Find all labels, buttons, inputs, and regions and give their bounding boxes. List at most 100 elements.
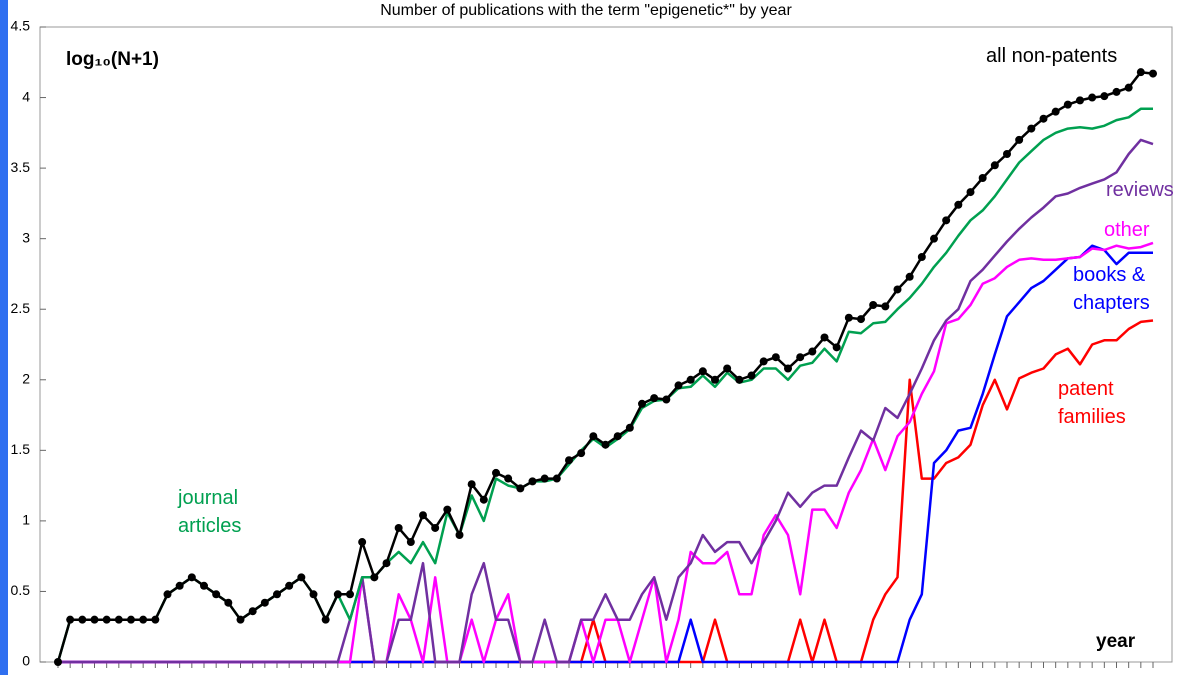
- data-point: [151, 615, 160, 624]
- data-point: [698, 367, 707, 376]
- data-point: [686, 375, 695, 384]
- data-point: [260, 598, 269, 607]
- data-point: [966, 188, 975, 197]
- y-tick-label: 4: [22, 88, 30, 104]
- data-point: [844, 313, 853, 322]
- data-point: [406, 538, 415, 547]
- data-point: [358, 538, 367, 547]
- data-point: [443, 505, 452, 514]
- data-point: [1076, 96, 1084, 105]
- data-point: [321, 615, 330, 624]
- data-point: [954, 200, 963, 209]
- data-point: [723, 364, 732, 373]
- data-point: [102, 615, 111, 624]
- data-point: [735, 375, 744, 384]
- data-point: [333, 590, 342, 599]
- data-point: [650, 394, 659, 403]
- data-point: [1039, 114, 1048, 123]
- data-point: [905, 272, 914, 281]
- data-point: [114, 615, 123, 624]
- data-point: [187, 573, 196, 582]
- data-point: [917, 253, 926, 262]
- data-point: [1136, 68, 1145, 77]
- y-tick-label: 1.5: [11, 441, 31, 457]
- y-axis-label: log₁₀(N+1): [66, 49, 159, 70]
- data-point: [175, 581, 184, 590]
- data-point: [127, 615, 135, 624]
- data-point: [382, 559, 391, 568]
- data-point: [565, 456, 573, 465]
- data-point: [479, 495, 488, 504]
- series-line: [58, 138, 1154, 664]
- data-point: [978, 173, 987, 182]
- data-point: [285, 581, 294, 590]
- data-point: [552, 474, 561, 483]
- data-point: [881, 302, 890, 311]
- data-point: [1149, 69, 1157, 78]
- data-point: [601, 440, 610, 449]
- data-point: [784, 364, 792, 373]
- data-point: [1088, 93, 1097, 102]
- data-point: [66, 615, 75, 624]
- data-point: [212, 590, 221, 599]
- data-point: [820, 333, 829, 342]
- data-point: [674, 381, 683, 390]
- data-point: [942, 216, 951, 225]
- data-point: [1124, 83, 1133, 92]
- series-label: other: [1104, 219, 1150, 241]
- data-point: [139, 615, 148, 624]
- data-point: [346, 590, 354, 599]
- data-point: [1100, 92, 1109, 101]
- data-point: [1051, 107, 1060, 116]
- data-point: [893, 285, 902, 294]
- data-point: [492, 468, 500, 477]
- data-point: [528, 477, 537, 486]
- y-tick-label: 3: [22, 229, 30, 245]
- data-point: [930, 234, 938, 243]
- chart-title: Number of publications with the term "ep…: [380, 2, 792, 19]
- data-point: [869, 300, 878, 309]
- data-point: [747, 371, 756, 380]
- data-point: [54, 658, 62, 666]
- data-point: [236, 615, 245, 624]
- data-point: [796, 353, 805, 362]
- y-tick-label: 2: [22, 370, 30, 386]
- data-point: [577, 449, 586, 458]
- y-tick-label: 0.5: [11, 582, 31, 598]
- plot-frame: [39, 26, 1173, 663]
- data-point: [394, 523, 403, 532]
- data-point: [638, 399, 646, 408]
- data-point: [200, 581, 208, 590]
- series-label: all non-patents: [986, 45, 1118, 67]
- data-point: [857, 315, 865, 324]
- data-point: [1003, 150, 1011, 158]
- data-point: [248, 607, 257, 616]
- x-axis-label: year: [1096, 631, 1136, 652]
- series-line: [56, 70, 1154, 663]
- data-point: [589, 432, 598, 441]
- series-label: reviews: [1106, 179, 1174, 201]
- data-point: [224, 598, 233, 607]
- data-point: [613, 432, 622, 441]
- data-point: [1027, 124, 1036, 133]
- data-point: [1063, 100, 1072, 109]
- y-tick-label: 1: [22, 512, 30, 528]
- y-tick-label: 3.5: [11, 159, 31, 175]
- y-tick-label: 0: [22, 653, 30, 669]
- data-point: [990, 161, 999, 170]
- data-point: [832, 343, 841, 352]
- data-point: [625, 423, 634, 432]
- data-point: [78, 615, 87, 624]
- y-tick-label: 4.5: [11, 18, 31, 34]
- data-point: [662, 395, 671, 404]
- data-point: [419, 511, 427, 520]
- side-strip: [0, 0, 8, 675]
- data-point: [431, 523, 440, 532]
- data-point: [1112, 87, 1121, 96]
- series-label: patent families: [1058, 378, 1126, 428]
- data-point: [516, 484, 525, 493]
- data-point: [90, 615, 99, 624]
- data-point: [273, 590, 281, 599]
